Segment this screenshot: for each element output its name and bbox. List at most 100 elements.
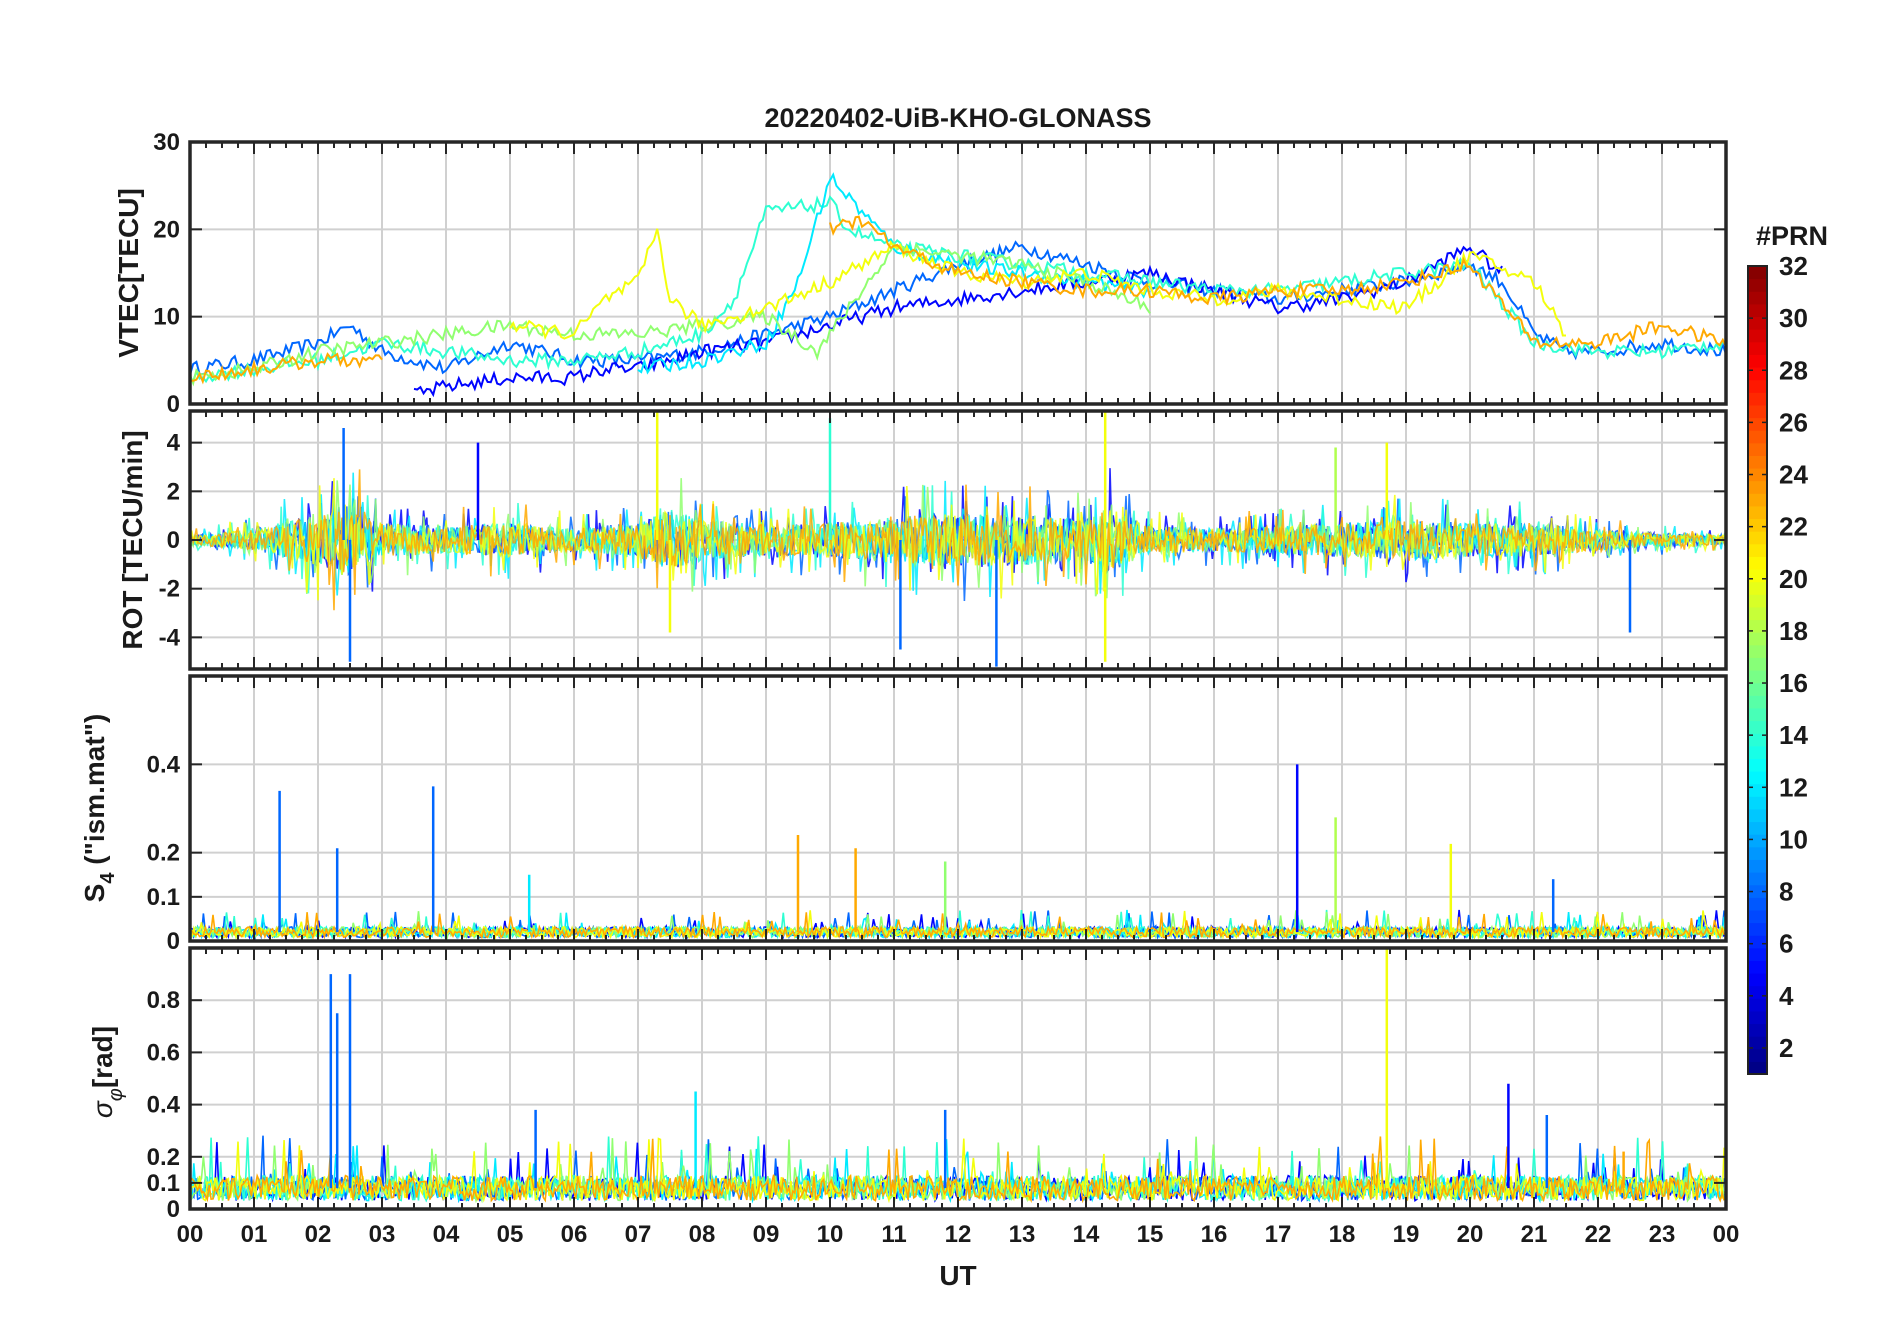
- y-tick-label: 0.1: [147, 1170, 180, 1197]
- colorbar-tick-label: 20: [1779, 564, 1808, 594]
- chart-title: 20220402-UiB-KHO-GLONASS: [764, 103, 1151, 133]
- colorbar-band: [1748, 543, 1767, 557]
- x-tick-label: 00: [1713, 1221, 1740, 1248]
- series-line-prn-23: [190, 352, 383, 385]
- frame-vtec: [188, 140, 1728, 406]
- colorbar-band: [1748, 1061, 1767, 1075]
- x-tick-label: 11: [881, 1221, 906, 1248]
- colorbar-band: [1748, 417, 1767, 431]
- colorbar-band: [1748, 278, 1767, 292]
- y-tick-label: 2: [167, 478, 180, 505]
- colorbar-band: [1748, 985, 1767, 999]
- frame-sigma-phi: [188, 946, 1728, 1211]
- colorbar-band: [1748, 455, 1767, 469]
- colorbar-tick-label: 18: [1779, 616, 1808, 646]
- series-line-prn-5: [413, 245, 1503, 398]
- x-tick-label: 14: [1073, 1221, 1100, 1248]
- colorbar-band: [1748, 404, 1767, 419]
- ylabel-sigma-sub: φ: [105, 1088, 127, 1101]
- x-axis-label: UT: [939, 1260, 976, 1291]
- series-sigma-phi: [190, 948, 1725, 1204]
- colorbar-band: [1748, 1010, 1767, 1025]
- colorbar-band: [1748, 303, 1767, 318]
- colorbar-band: [1748, 960, 1767, 974]
- colorbar-band: [1748, 581, 1767, 595]
- series-line-prn-17: [190, 478, 1726, 599]
- colorbar-band: [1748, 821, 1767, 835]
- y-tick-label: 0: [167, 391, 180, 418]
- x-tick-label: 13: [1009, 1221, 1036, 1248]
- x-tick-label: 06: [561, 1221, 588, 1248]
- y-tick-label: 0.2: [147, 1144, 180, 1171]
- x-tick-label: 19: [1393, 1221, 1420, 1248]
- colorbar-band: [1748, 733, 1767, 747]
- colorbar-tick-label: 24: [1779, 460, 1808, 490]
- y-tick-label: -2: [159, 576, 180, 603]
- x-tick-label: 20: [1457, 1221, 1484, 1248]
- colorbar-tick-label: 26: [1779, 407, 1808, 437]
- series-line-prn-20: [190, 478, 1726, 601]
- panel-vtec: 0 10 20 30 VTEC[TECU]: [113, 129, 1728, 418]
- y-tick-label: 0.8: [147, 987, 180, 1014]
- y-tick-label: 4: [167, 430, 181, 457]
- ylabel-s4: S4 ("ism.mat"): [79, 714, 119, 903]
- panel-rot: -4 -2 0 2 4 ROT [TECU/min]: [117, 409, 1728, 671]
- colorbar-band: [1748, 266, 1767, 280]
- colorbar-band: [1748, 531, 1767, 545]
- colorbar-band: [1748, 859, 1767, 873]
- ylabel-sigma-rest: [rad]: [87, 1026, 118, 1088]
- y-tick-label: 0.2: [147, 840, 180, 867]
- panel-sigma-phi: 00.10.20.40.60.8 σφ[rad] 00 01 02 03 04 05 06 0…: [87, 946, 1740, 1248]
- y-tick-label: 30: [153, 129, 180, 156]
- colorbar-band: [1748, 632, 1767, 646]
- colorbar-tick-label: 22: [1779, 512, 1808, 542]
- colorbar-band: [1748, 354, 1767, 368]
- colorbar-band: [1748, 935, 1767, 949]
- x-tick-label: 10: [817, 1221, 844, 1248]
- colorbar-band: [1748, 556, 1767, 570]
- ylabel-s4-rest: ("ism.mat"): [79, 714, 110, 873]
- colorbar-band: [1748, 670, 1767, 684]
- colorbar-tick-label: 4: [1779, 981, 1794, 1011]
- ylabel-s4-main: S: [79, 884, 110, 903]
- colorbar-tick-label: 12: [1779, 772, 1808, 802]
- colorbar-band: [1748, 430, 1767, 444]
- series-line-prn-20: [509, 228, 1566, 341]
- colorbar-band: [1748, 619, 1767, 633]
- grid-s4: [190, 676, 1726, 941]
- x-tick-label: 12: [945, 1221, 972, 1248]
- xticks-labels: 00 01 02 03 04 05 06 07 08 09 10 11 12 13 14 15 16 17 18 19…: [177, 1221, 1740, 1248]
- series-line-prn-23: [190, 469, 1726, 611]
- colorbar-band: [1748, 884, 1767, 898]
- colorbar-band: [1748, 947, 1767, 961]
- colorbar-band: [1748, 796, 1767, 810]
- colorbar-band: [1748, 480, 1767, 494]
- colorbar-tick-label: 28: [1779, 355, 1808, 385]
- colorbar-band: [1748, 695, 1767, 709]
- colorbar-band: [1748, 922, 1767, 936]
- colorbar-tick-label: 16: [1779, 668, 1808, 698]
- colorbar-bands: [1748, 266, 1767, 1075]
- ylabel-sigma-main: σ: [87, 1100, 118, 1118]
- colorbar-title: #PRN: [1756, 221, 1828, 251]
- colorbar-band: [1748, 720, 1767, 734]
- y-tick-label: 0.4: [147, 751, 181, 778]
- colorbar-band: [1748, 379, 1767, 393]
- y-tick-label: 0.4: [147, 1092, 181, 1119]
- y-tick-label: -4: [159, 624, 181, 651]
- series-line-prn-23: [190, 1136, 1725, 1204]
- x-tick-label: 03: [369, 1221, 396, 1248]
- x-tick-label: 18: [1329, 1221, 1356, 1248]
- x-tick-label: 09: [753, 1221, 780, 1248]
- x-tick-label: 02: [305, 1221, 332, 1248]
- colorbar-tick-label: 32: [1779, 251, 1808, 281]
- y-tick-label: 0: [167, 928, 180, 955]
- colorbar-band: [1748, 745, 1767, 759]
- colorbar-tick-label: 8: [1779, 877, 1793, 907]
- ylabel-rot: ROT [TECU/min]: [117, 430, 148, 649]
- colorbar-band: [1748, 329, 1767, 343]
- colorbar-band: [1748, 783, 1767, 797]
- colorbar-band: [1748, 392, 1767, 406]
- ylabel-sigma-phi: σφ[rad]: [87, 1026, 127, 1118]
